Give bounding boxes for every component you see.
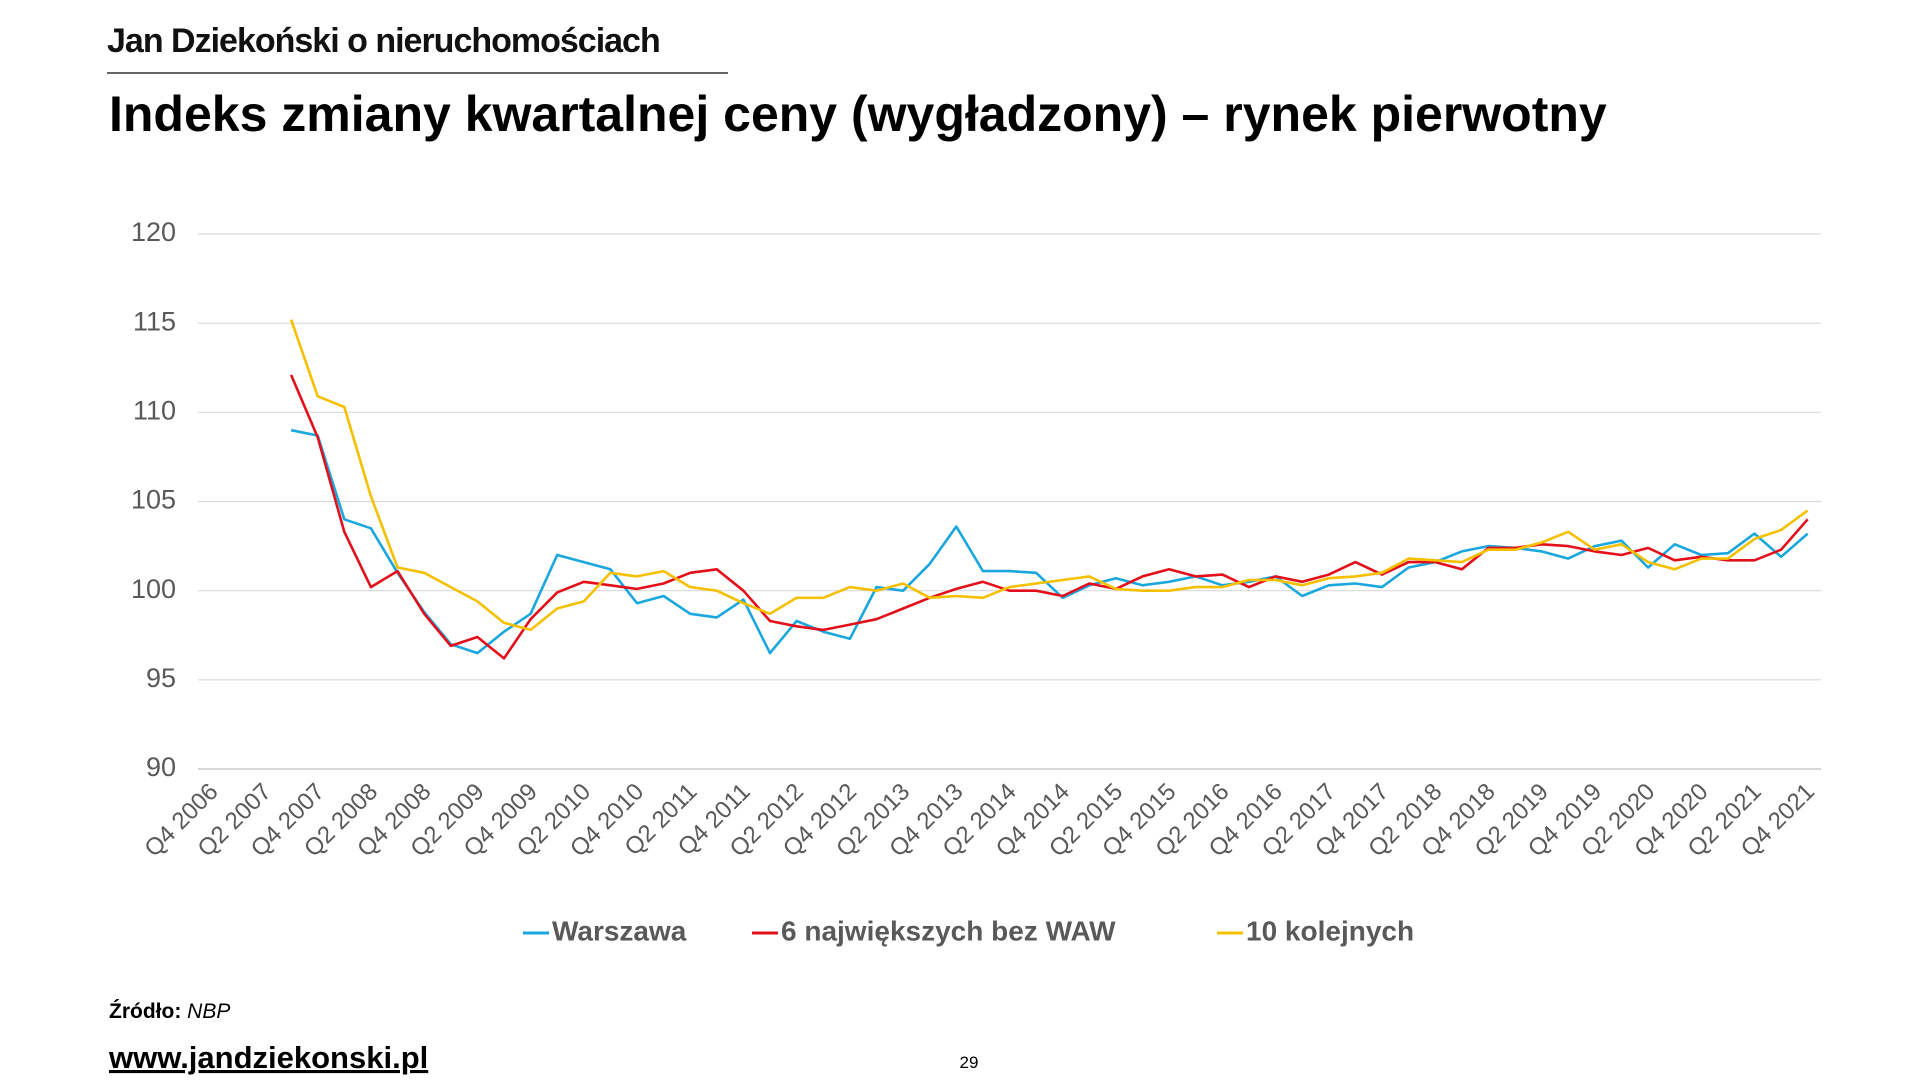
series-line	[289, 319, 1809, 632]
y-tick-label: 115	[133, 306, 176, 336]
chart-title: Indeks zmiany kwartalnej ceny (wygładzon…	[109, 86, 1607, 142]
y-tick-label: 120	[131, 217, 176, 247]
source: Źródło: NBP	[109, 1000, 230, 1023]
series-line	[289, 374, 1809, 660]
website[interactable]: www.jandziekonski.pl	[108, 1040, 428, 1075]
source-value: NBP	[187, 1000, 230, 1023]
legend-label: 10 kolejnych	[1246, 915, 1414, 946]
y-tick-label: 100	[131, 574, 176, 604]
source-label: Źródło:	[109, 1000, 181, 1023]
y-tick-label: 90	[146, 752, 176, 782]
series-line	[290, 428, 1809, 655]
y-tick-label: 95	[146, 663, 176, 693]
legend-label: Warszawa	[552, 915, 687, 946]
page-number: 29	[960, 1053, 979, 1072]
y-tick-label: 110	[133, 395, 176, 425]
brand-header: Jan Dziekoński o nieruchomościach	[107, 22, 660, 60]
y-tick-label: 105	[131, 485, 176, 515]
legend-label: 6 największych bez WAW	[781, 915, 1116, 946]
